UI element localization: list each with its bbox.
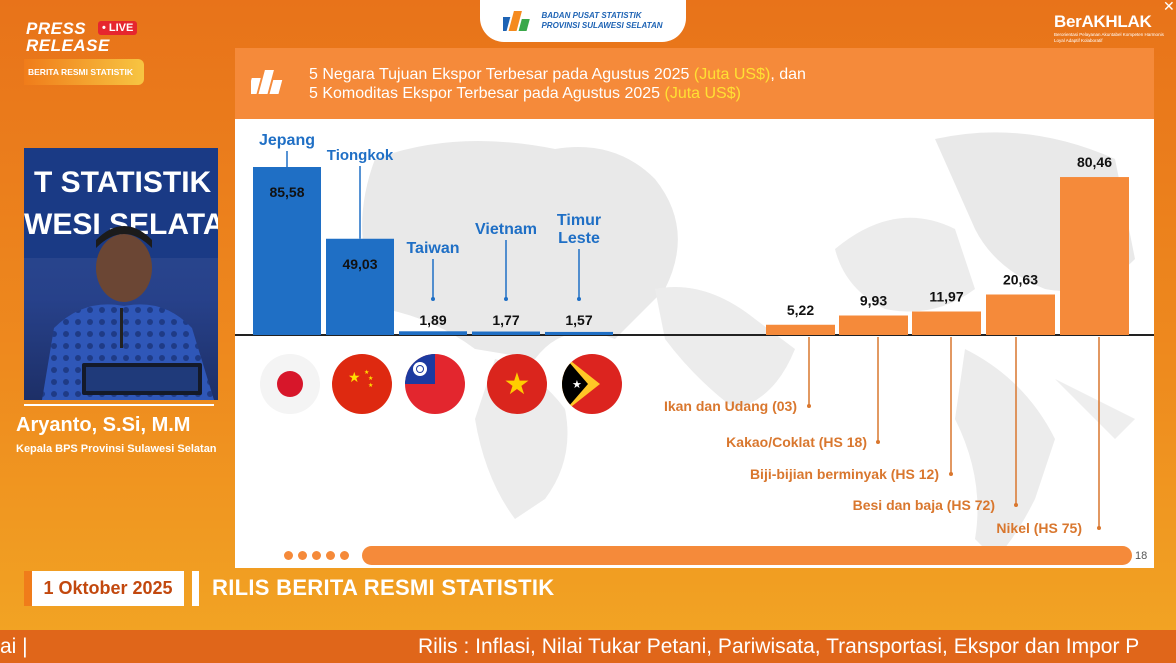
china-flag-icon: ★ ★★★ <box>332 354 392 414</box>
country-label: Jepang <box>259 132 315 149</box>
connector-dot <box>504 297 508 301</box>
world-map-background <box>362 132 1135 559</box>
commodity-bar <box>766 324 835 335</box>
berita-resmi-tag: BERITA RESMI STATISTIK <box>24 59 144 85</box>
pager-dot[interactable] <box>326 551 335 560</box>
taiwan-flag-icon <box>405 354 465 414</box>
speaker-figure-icon <box>42 226 214 400</box>
commodity-value: 11,97 <box>929 289 963 305</box>
connector-dot <box>577 297 581 301</box>
slide-title-line2: 5 Komoditas Ekspor Terbesar pada Agustus… <box>309 85 741 103</box>
pager-dot[interactable] <box>312 551 321 560</box>
commodity-label: Nikel (HS 75) <box>996 520 1082 536</box>
commodity-bar <box>912 311 981 335</box>
country-bar <box>545 331 613 335</box>
country-bar <box>472 331 540 335</box>
connector-dot <box>431 297 435 301</box>
country-value: 1,57 <box>565 312 592 328</box>
slide-header: 5 Negara Tujuan Ekspor Terbesar pada Agu… <box>235 48 1154 119</box>
commodity-label: Ikan dan Udang (03) <box>664 398 797 414</box>
title1-unit: (Juta US$) <box>693 66 771 83</box>
backdrop-text-1: T STATISTIK <box>34 166 212 199</box>
commodity-label: Kakao/Coklat (HS 18) <box>726 434 867 450</box>
speaker-divider <box>24 404 214 406</box>
timor-leste-flag-icon: ★ <box>562 354 622 414</box>
connector-dot <box>1097 526 1101 530</box>
connector-dot <box>807 404 811 408</box>
title1-suffix: , dan <box>770 66 806 83</box>
ticker-prev-text: ai | <box>0 635 28 658</box>
country-value: 85,58 <box>269 184 304 200</box>
svg-text:★: ★ <box>348 369 361 385</box>
country-bar <box>253 167 321 335</box>
bps-logo-icon <box>251 70 283 94</box>
svg-text:★: ★ <box>368 382 373 389</box>
svg-text:★: ★ <box>368 375 373 382</box>
ticker-text: Rilis : Inflasi, Nilai Tukar Petani, Par… <box>418 635 1140 658</box>
press-label: PRESS <box>26 19 87 38</box>
speaker-title: Kepala BPS Provinsi Sulawesi Selatan <box>16 443 217 455</box>
country-label: Taiwan <box>406 240 459 257</box>
svg-text:★: ★ <box>504 368 531 401</box>
berakhlak-subtitle: Berorientasi Pelayanan Akuntabel Kompete… <box>1054 32 1164 43</box>
press-release-logo: PRESS RELEASE <box>26 20 110 54</box>
speaker-video: T STATISTIK WESI SELATA <box>24 148 218 400</box>
export-chart: Jepang 85,58 Tiongkok 49,03 Taiwan 1,89 Vietna… <box>235 132 1154 559</box>
country-label: Timur <box>557 212 601 229</box>
commodity-bar <box>1060 177 1129 335</box>
commodity-label: Biji-bijian berminyak (HS 12) <box>750 466 939 482</box>
slide-title-line1: 5 Negara Tujuan Ekspor Terbesar pada Agu… <box>309 66 806 84</box>
country-bar <box>399 331 467 335</box>
footer-divider <box>192 571 199 606</box>
pager-dot[interactable] <box>284 551 293 560</box>
commodity-value: 80,46 <box>1077 154 1112 170</box>
bps-name-line2: PROVINSI SULAWESI SELATAN <box>541 21 663 30</box>
release-label: RELEASE <box>26 36 110 55</box>
berakhlak-logo: BerAKHLAK <box>1054 12 1152 31</box>
commodity-bar <box>839 315 908 335</box>
connector-dot <box>876 440 880 444</box>
footer-title: RILIS BERITA RESMI STATISTIK <box>212 575 555 600</box>
commodity-label: Besi dan baja (HS 72) <box>853 497 995 513</box>
release-date: 1 Oktober 2025 <box>24 571 184 606</box>
connector-dot <box>949 472 953 476</box>
svg-text:★: ★ <box>364 369 369 376</box>
bps-logo-icon <box>503 11 531 31</box>
commodity-value: 5,22 <box>787 302 814 318</box>
connector-dot <box>1014 503 1018 507</box>
country-label: Leste <box>558 230 600 247</box>
pager-dot[interactable] <box>340 551 349 560</box>
speaker-name: Aryanto, S.Si, M.M <box>16 414 191 436</box>
video-backdrop: T STATISTIK WESI SELATA <box>24 148 218 258</box>
commodity-bar <box>986 294 1055 335</box>
bps-header-badge: BADAN PUSAT STATISTIK PROVINSI SULAWESI … <box>480 0 686 42</box>
commodity-value: 20,63 <box>1003 272 1038 288</box>
pager-dot[interactable] <box>298 551 307 560</box>
country-value: 49,03 <box>342 256 377 272</box>
country-value: 1,77 <box>492 312 519 328</box>
slide-page-number: 18 <box>1135 550 1148 562</box>
vietnam-flag-icon: ★ <box>487 354 547 414</box>
slide-progress-bar <box>362 546 1132 565</box>
live-badge: • LIVE <box>98 21 138 35</box>
title2-unit: (Juta US$) <box>664 85 741 102</box>
country-bar <box>326 238 394 335</box>
title1-text: 5 Negara Tujuan Ekspor Terbesar pada Agu… <box>309 66 694 83</box>
slide-pager <box>284 551 349 560</box>
presentation-slide: 5 Negara Tujuan Ekspor Terbesar pada Agu… <box>235 48 1154 568</box>
news-ticker: ai | Rilis : Inflasi, Nilai Tukar Petani… <box>0 630 1176 663</box>
svg-text:★: ★ <box>572 379 582 391</box>
commodity-value: 9,93 <box>860 293 887 309</box>
close-icon[interactable]: ✕ <box>1163 0 1175 14</box>
country-label: Tiongkok <box>327 147 394 164</box>
title2-text: 5 Komoditas Ekspor Terbesar pada Agustus… <box>309 85 665 102</box>
japan-flag-icon <box>260 354 320 414</box>
country-value: 1,89 <box>419 312 446 328</box>
bps-name-line1: BADAN PUSAT STATISTIK <box>541 11 642 20</box>
country-label: Vietnam <box>475 221 537 238</box>
